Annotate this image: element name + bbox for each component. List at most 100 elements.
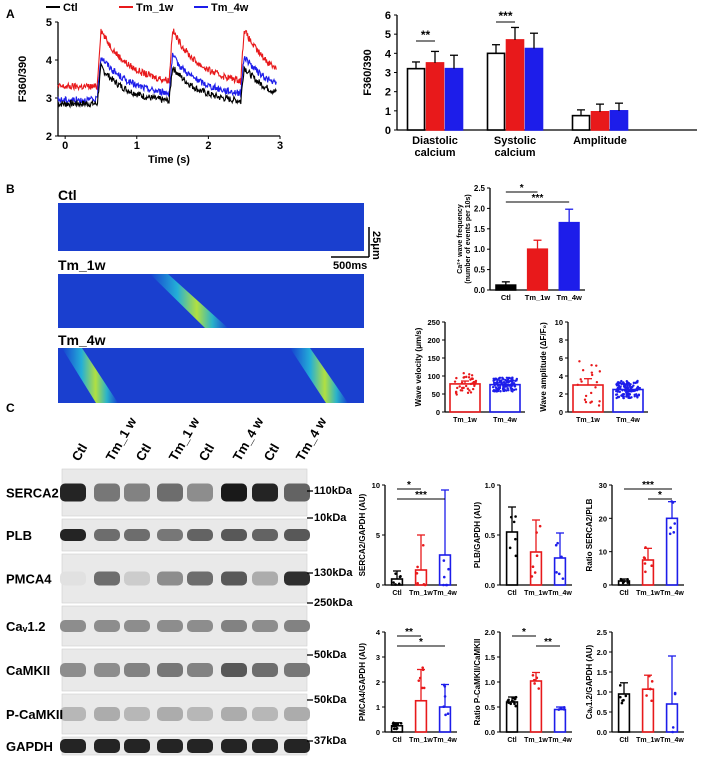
blot-band	[60, 620, 86, 632]
data-point	[670, 500, 673, 503]
blot-band	[60, 483, 86, 502]
data-point	[594, 386, 597, 389]
data-point	[634, 388, 638, 391]
blot-band	[187, 571, 213, 586]
blot-label: CaMKII	[6, 663, 50, 678]
bar	[524, 47, 544, 131]
linescan-label-tm1w: Tm_1w	[58, 257, 106, 273]
data-point	[629, 383, 632, 386]
y-tick-label: 5	[46, 17, 52, 29]
blot-band	[94, 663, 120, 677]
blot-band	[94, 529, 120, 541]
blot-band	[157, 571, 183, 586]
y-tick-label: 0.5	[474, 266, 486, 275]
y-tick-label: 2	[376, 678, 380, 687]
data-point	[508, 379, 512, 383]
data-point	[508, 384, 511, 387]
data-point	[668, 532, 672, 536]
data-point	[535, 554, 539, 558]
y-tick-label: 3	[385, 68, 391, 80]
blot-band	[252, 571, 278, 586]
trace-line	[57, 52, 277, 105]
data-point	[502, 384, 505, 387]
x-tick-label: Tm_4w	[556, 293, 582, 302]
bar	[665, 517, 679, 586]
data-point	[493, 378, 496, 382]
legend-tm4w: Tm_4w	[211, 2, 249, 14]
data-point	[622, 395, 626, 398]
y-tick-label: 200	[427, 336, 440, 345]
data-point	[502, 380, 506, 384]
data-point	[560, 706, 563, 710]
blot-band	[124, 529, 150, 541]
data-point	[511, 384, 514, 387]
y-tick-label: 250	[427, 318, 440, 327]
data-point	[622, 580, 626, 583]
data-point	[644, 546, 647, 549]
bar	[425, 62, 445, 131]
blot-band	[252, 483, 278, 502]
y-tick-label: 4	[376, 628, 381, 637]
y-tick-label: 1.0	[474, 245, 486, 254]
data-point	[514, 554, 518, 558]
data-point	[626, 383, 629, 387]
blot-band	[284, 529, 310, 541]
significance-label: **	[421, 28, 431, 42]
bar	[609, 110, 629, 131]
blot-band	[94, 707, 120, 721]
data-point	[510, 389, 513, 392]
bar	[444, 67, 464, 131]
blot-band	[60, 571, 86, 586]
y-tick-label: 4	[46, 55, 53, 67]
data-point	[625, 391, 629, 395]
panel-label-b: B	[6, 182, 15, 196]
data-point	[499, 390, 502, 393]
data-point	[502, 389, 505, 393]
data-point	[533, 682, 536, 685]
blot-band	[284, 663, 310, 677]
data-point	[583, 398, 587, 401]
lane-label: Ctl	[69, 441, 91, 464]
data-point	[469, 391, 473, 394]
blot-label: GAPDH	[6, 739, 53, 754]
y-tick-label: 2	[559, 390, 563, 399]
data-point	[672, 531, 676, 534]
y-tick-label: 0	[559, 408, 563, 417]
data-point	[531, 565, 535, 569]
data-point	[614, 393, 618, 396]
data-point	[645, 694, 648, 697]
y-tick-label: 4	[385, 48, 392, 60]
y-tick-label: 2	[46, 131, 52, 143]
data-point	[494, 381, 498, 385]
data-point	[628, 389, 632, 392]
data-point	[466, 391, 470, 395]
wave-velocity-chart: 0 50 100 150 200 250 Wave velocity (μm/s) Tm_1w…	[414, 318, 525, 424]
bar	[553, 708, 567, 733]
bar	[558, 221, 580, 291]
data-point	[561, 577, 565, 580]
data-point	[643, 562, 647, 565]
y-tick-label: 2.0	[597, 648, 607, 657]
data-point	[417, 679, 421, 682]
data-point	[510, 377, 513, 381]
y-tick-label: 1.5	[597, 668, 607, 677]
data-point	[496, 388, 499, 391]
y-tick-label: 0	[376, 581, 380, 590]
data-point	[535, 676, 539, 680]
x-tick-label: Ctl	[507, 737, 516, 744]
data-point	[464, 384, 468, 388]
y-tick-label: 1.0	[485, 678, 495, 687]
data-point	[471, 387, 475, 391]
blot-band	[221, 739, 247, 753]
significance-label: *	[522, 627, 526, 638]
y-tick-label: 0	[603, 581, 607, 590]
data-point	[514, 537, 517, 541]
y-tick-label: 1.0	[485, 481, 495, 490]
blot-label: Caᵥ1.2	[6, 619, 45, 634]
data-point	[511, 379, 515, 382]
wave-amplitude-chart: 0 2 4 6 8 10 Wave amplitude (ΔF/F₀) Tm_1w Tm_4w	[539, 318, 648, 424]
data-point	[473, 383, 476, 386]
data-point	[420, 686, 424, 690]
trace-line	[57, 61, 277, 109]
